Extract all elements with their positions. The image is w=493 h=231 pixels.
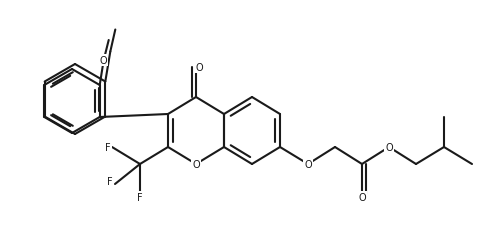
Text: O: O [100, 56, 107, 66]
Text: O: O [358, 192, 366, 202]
Text: O: O [192, 159, 200, 169]
Text: F: F [105, 142, 111, 152]
Text: F: F [107, 176, 113, 186]
Text: O: O [195, 63, 203, 73]
Text: O: O [385, 142, 393, 152]
Text: F: F [137, 192, 143, 202]
Text: O: O [304, 159, 312, 169]
